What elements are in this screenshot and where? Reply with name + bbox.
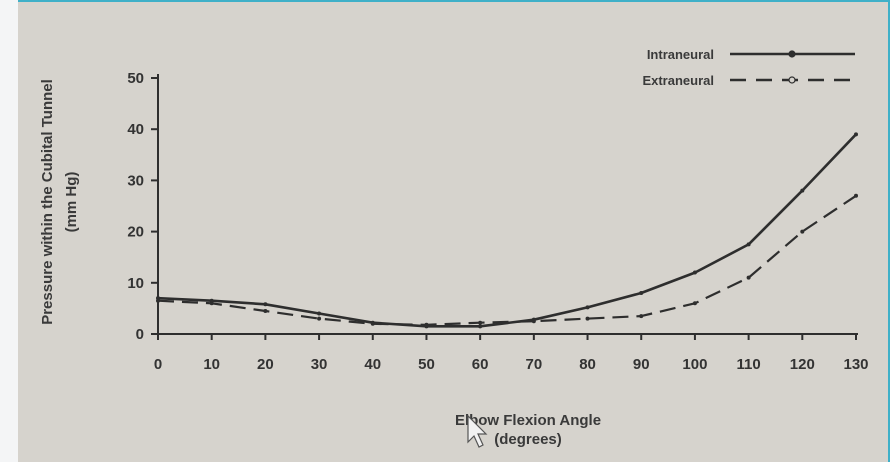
x-tick-label: 0 xyxy=(154,356,162,373)
data-point-extraneural xyxy=(746,275,751,280)
legend-label: Extraneural xyxy=(642,73,714,88)
data-point-extraneural xyxy=(854,193,858,198)
data-point-intraneural xyxy=(263,302,268,307)
y-tick-label: 10 xyxy=(127,275,144,292)
data-point-extraneural xyxy=(531,319,536,324)
axes xyxy=(157,74,858,335)
x-tick-label: 110 xyxy=(737,356,761,373)
data-point-intraneural xyxy=(639,291,644,296)
chart-photo: Pressure within the Cubital Tunnel (mm H… xyxy=(18,0,890,462)
y-tick-label: 30 xyxy=(127,172,144,189)
y-tick-label: 40 xyxy=(127,121,144,138)
line-chart: Pressure within the Cubital Tunnel (mm H… xyxy=(39,47,869,448)
legend: Intraneural Extraneural xyxy=(642,47,855,88)
data-point-extraneural xyxy=(317,316,322,321)
x-tick-label: 120 xyxy=(790,356,815,373)
data-point-extraneural xyxy=(800,229,805,234)
y-axis-title: Pressure within the Cubital Tunnel (mm H… xyxy=(39,79,80,325)
data-series xyxy=(156,132,858,329)
series-line-intraneural xyxy=(157,133,857,328)
x-tick-label: 100 xyxy=(682,356,707,373)
x-tick-label: 130 xyxy=(843,356,868,373)
y-tick-label: 0 xyxy=(136,326,144,343)
x-axis-ticks: 0 10 20 30 40 50 60 70 80 90 100 110 120 130 xyxy=(154,334,869,373)
data-point-extraneural xyxy=(263,308,268,313)
x-tick-label: 70 xyxy=(526,356,543,373)
x-tick-label: 40 xyxy=(364,356,381,373)
mouse-pointer-icon xyxy=(467,414,488,448)
data-point-extraneural xyxy=(156,298,160,303)
x-tick-label: 20 xyxy=(257,356,274,373)
page-margin xyxy=(0,0,18,462)
x-axis-title: Elbow Flexion Angle (degrees) xyxy=(455,412,601,448)
x-tick-label: 90 xyxy=(633,356,650,373)
data-point-extraneural xyxy=(692,301,697,306)
data-point-intraneural xyxy=(692,270,697,275)
y-axis-title-line1: Pressure within the Cubital Tunnel xyxy=(39,79,56,325)
legend-marker xyxy=(788,76,796,84)
data-point-extraneural xyxy=(370,321,375,326)
y-tick-label: 20 xyxy=(127,224,144,241)
legend-marker xyxy=(788,50,796,58)
data-point-extraneural xyxy=(209,301,214,306)
x-axis-title-line1: Elbow Flexion Angle xyxy=(455,412,601,429)
y-axis-title-line2: (mm Hg) xyxy=(63,172,80,233)
x-tick-label: 80 xyxy=(579,356,596,373)
data-point-intraneural xyxy=(800,188,805,193)
legend-label: Intraneural xyxy=(647,47,714,62)
x-tick-label: 60 xyxy=(472,356,489,373)
data-point-intraneural xyxy=(746,242,751,247)
x-tick-label: 10 xyxy=(203,356,220,373)
data-point-extraneural xyxy=(478,320,483,325)
data-point-intraneural xyxy=(317,311,322,316)
x-tick-label: 30 xyxy=(311,356,328,373)
y-axis-ticks: 0 10 20 30 40 50 xyxy=(127,70,158,343)
x-axis-title-line2: (degrees) xyxy=(494,431,562,448)
series-line-extraneural xyxy=(157,194,857,326)
data-point-intraneural xyxy=(478,324,483,329)
data-point-extraneural xyxy=(424,322,429,327)
data-point-intraneural xyxy=(585,305,590,310)
data-point-extraneural xyxy=(639,314,644,319)
y-tick-label: 50 xyxy=(127,70,144,87)
data-point-intraneural xyxy=(854,132,858,137)
data-point-extraneural xyxy=(585,316,590,321)
x-tick-label: 50 xyxy=(418,356,435,373)
